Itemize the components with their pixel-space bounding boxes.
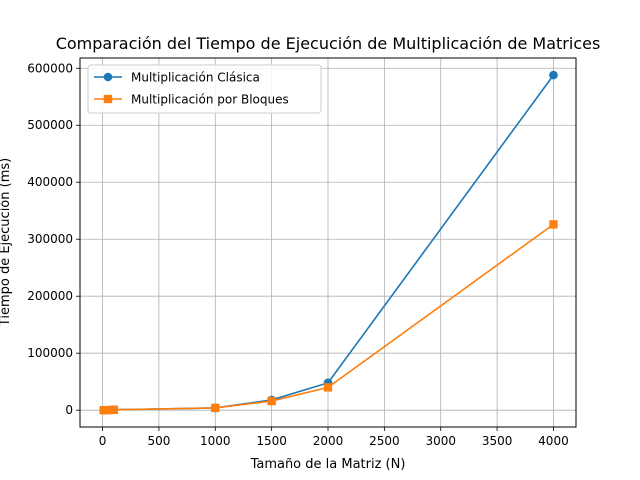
data-point — [109, 405, 119, 414]
series-2 — [99, 220, 558, 415]
data-point — [549, 70, 558, 80]
y-tick-label: 600000 — [27, 61, 73, 75]
x-tick-label: 3000 — [425, 434, 456, 448]
x-axis-label: Tamaño de la Matriz (N) — [250, 457, 406, 472]
y-tick-label: 500000 — [27, 118, 73, 132]
data-point — [323, 383, 333, 392]
grid-lines — [80, 58, 576, 427]
x-tick-label: 0 — [99, 434, 107, 448]
y-tick-label: 400000 — [27, 175, 73, 189]
data-point — [99, 405, 108, 415]
x-tick-label: 1000 — [200, 434, 231, 448]
y-tick-label: 200000 — [27, 289, 73, 303]
x-tick-label: 500 — [147, 434, 170, 448]
x-tick-label: 2000 — [313, 434, 344, 448]
x-tick-label: 3500 — [482, 434, 513, 448]
y-axis-label: Tiempo de Ejecución (ms) — [0, 158, 13, 327]
x-tick-label: 1500 — [256, 434, 287, 448]
legend-label: Multiplicación por Bloques — [131, 93, 289, 107]
y-tick-label: 300000 — [27, 232, 73, 246]
legend: Multiplicación Clásica Multiplicación por… — [87, 64, 322, 114]
x-axis-ticks: 0 500 1000 1500 2000 2500 3000 3500 4000 — [99, 427, 569, 448]
data-point — [211, 403, 220, 413]
y-tick-label: 100000 — [27, 346, 73, 360]
x-tick-label: 2500 — [369, 434, 400, 448]
data-point — [267, 396, 276, 406]
legend-marker — [103, 94, 113, 104]
legend-label: Multiplicación Clásica — [131, 71, 260, 85]
plot-series — [99, 70, 558, 415]
data-point — [549, 220, 558, 229]
data-point — [103, 405, 113, 415]
y-tick-label: 0 — [65, 403, 73, 417]
y-axis-ticks: 0 100000 200000 300000 400000 500000 600000 — [27, 61, 80, 417]
legend-marker — [103, 72, 113, 82]
x-tick-label: 4000 — [538, 434, 569, 448]
legend-frame — [87, 64, 322, 114]
chart-title: Comparación del Tiempo de Ejecución de M… — [56, 34, 601, 53]
